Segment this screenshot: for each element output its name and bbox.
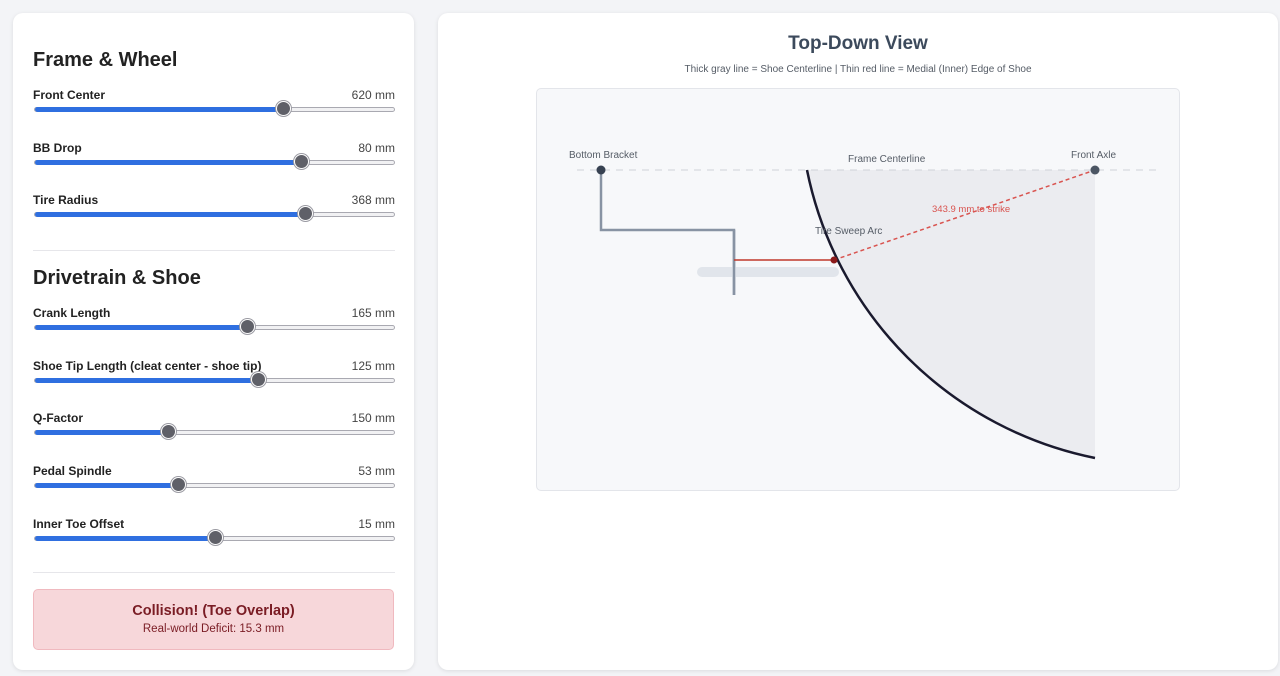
bottom-bracket-point xyxy=(596,165,606,175)
bb-drop-control: BB Drop 80 mm xyxy=(33,141,395,181)
tire-radius-slider[interactable] xyxy=(34,212,395,217)
tire-radius-control: Tire Radius 368 mm xyxy=(33,193,395,233)
q-factor-slider[interactable] xyxy=(34,430,395,435)
drivetrain-section-title: Drivetrain & Shoe xyxy=(33,267,201,289)
q-factor-control: Q-Factor 150 mm xyxy=(33,411,395,451)
front-center-value: 620 mm xyxy=(351,88,395,102)
pedal-spindle-control: Pedal Spindle 53 mm xyxy=(33,464,395,504)
pedal-spindle-label: Pedal Spindle xyxy=(33,464,112,478)
crank-length-slider-thumb[interactable] xyxy=(239,319,255,334)
q-factor-label: Q-Factor xyxy=(33,411,84,425)
top-down-diagram: Bottom Bracket Frame Centerline Front Ax… xyxy=(569,150,1159,460)
front-center-control: Front Center 620 mm xyxy=(33,88,395,128)
crank-length-slider[interactable] xyxy=(34,325,395,330)
controls-panel: Frame & Wheel Front Center 620 mm BB Dro… xyxy=(13,13,414,670)
shoe-tip-length-label: Shoe Tip Length (cleat center - shoe tip… xyxy=(33,359,262,373)
top-down-canvas: Bottom Bracket Frame Centerline Front Ax… xyxy=(536,88,1180,491)
tire-radius-slider-thumb[interactable] xyxy=(297,206,313,221)
view-panel: Top-Down View Thick gray line = Shoe Cen… xyxy=(438,13,1278,670)
pedal-spindle-value: 53 mm xyxy=(358,464,395,478)
pedal-spindle-slider[interactable] xyxy=(34,483,395,488)
section-divider xyxy=(33,250,395,251)
pedal-spindle-slider-thumb[interactable] xyxy=(171,477,187,492)
section-divider xyxy=(33,572,395,573)
strike-distance-label: 343.9 mm to strike xyxy=(932,204,1010,215)
front-center-label: Front Center xyxy=(33,88,105,102)
tire-sweep-area xyxy=(807,170,1095,458)
view-subtitle: Thick gray line = Shoe Centerline | Thin… xyxy=(684,64,1032,75)
inner-toe-offset-value: 15 mm xyxy=(358,517,395,531)
tire-sweep-arc-label: Tire Sweep Arc xyxy=(815,226,882,237)
crank-length-value: 165 mm xyxy=(351,306,395,320)
bb-drop-value: 80 mm xyxy=(358,141,395,155)
tire-sweep-arc xyxy=(805,169,1096,460)
inner-toe-offset-slider-thumb[interactable] xyxy=(207,530,223,545)
frame-section-title: Frame & Wheel xyxy=(33,49,178,71)
front-center-slider-thumb[interactable] xyxy=(276,101,292,116)
bb-drop-slider-thumb[interactable] xyxy=(294,154,310,169)
shoe-tip-length-slider[interactable] xyxy=(34,378,395,383)
shoe-tip-length-control: Shoe Tip Length (cleat center - shoe tip… xyxy=(33,359,395,399)
shoe-tip-length-slider-thumb[interactable] xyxy=(250,372,266,387)
tire-radius-value: 368 mm xyxy=(351,193,395,207)
front-axle-label: Front Axle xyxy=(1071,150,1116,161)
front-center-slider[interactable] xyxy=(34,107,395,112)
collision-status-title: Collision! (Toe Overlap) xyxy=(132,603,295,619)
front-axle-point xyxy=(1090,165,1100,175)
crank-length-control: Crank Length 165 mm xyxy=(33,306,395,346)
inner-toe-offset-control: Inner Toe Offset 15 mm xyxy=(33,517,395,557)
bb-drop-label: BB Drop xyxy=(33,141,82,155)
crank-length-label: Crank Length xyxy=(33,306,111,320)
collision-deficit: Real-world Deficit: 15.3 mm xyxy=(142,623,285,635)
strike-point xyxy=(830,256,838,264)
bb-drop-slider[interactable] xyxy=(34,160,395,165)
frame-centerline-label: Frame Centerline xyxy=(848,154,926,165)
shoe-tip-length-value: 125 mm xyxy=(351,359,395,373)
bottom-bracket-label: Bottom Bracket xyxy=(569,150,638,161)
q-factor-value: 150 mm xyxy=(351,411,395,425)
inner-toe-offset-label: Inner Toe Offset xyxy=(33,517,125,531)
collision-status-box: Collision! (Toe Overlap) Real-world Defi… xyxy=(33,589,394,650)
q-factor-slider-thumb[interactable] xyxy=(160,424,176,439)
view-title: Top-Down View xyxy=(788,33,928,54)
tire-radius-label: Tire Radius xyxy=(33,193,99,207)
